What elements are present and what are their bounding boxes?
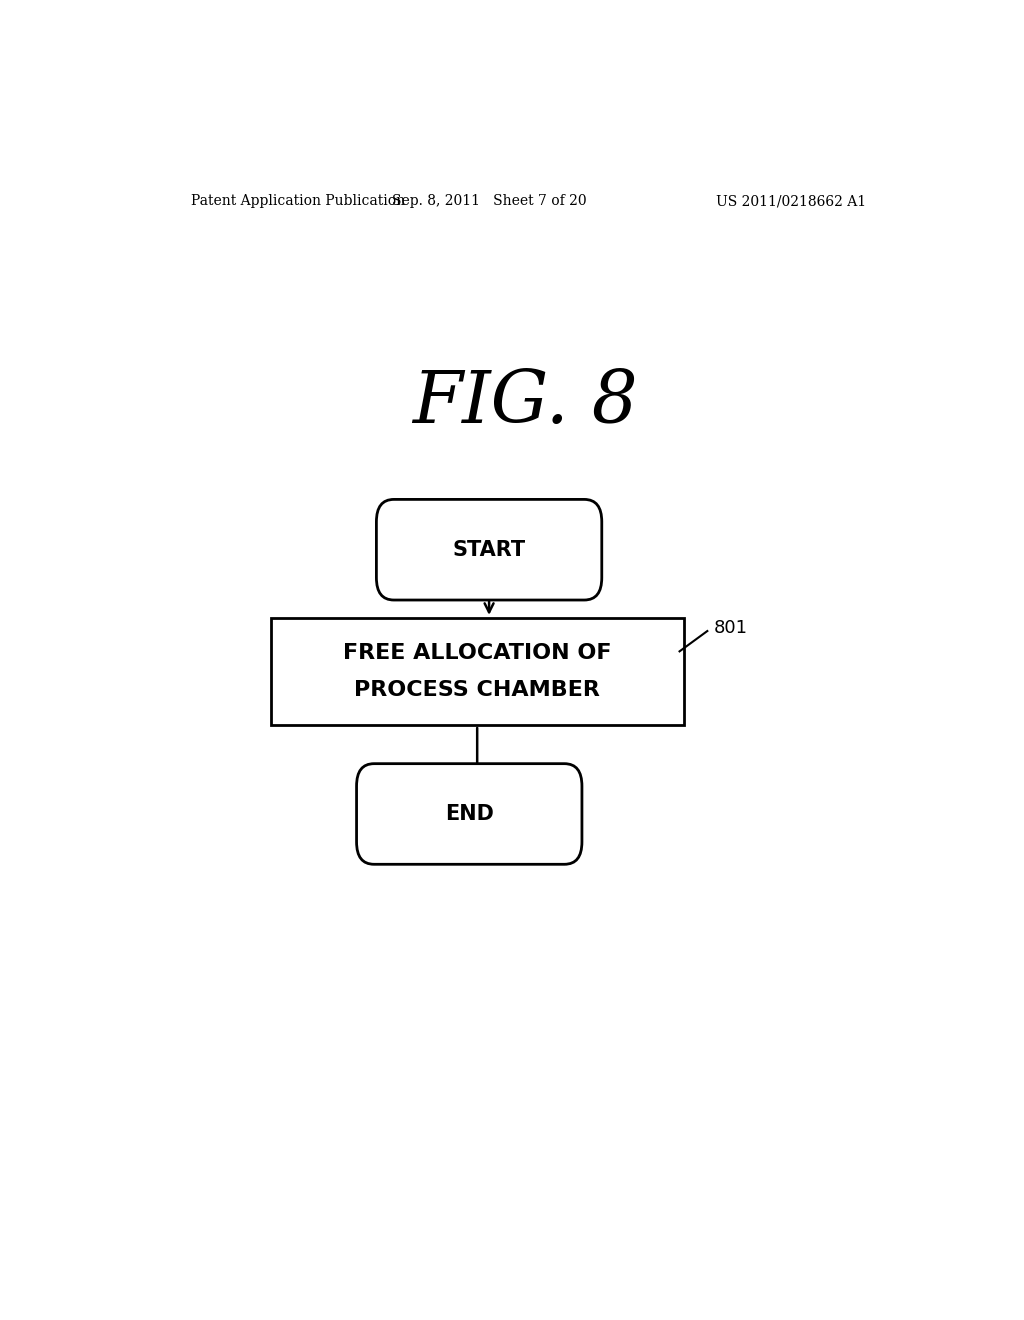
Text: 801: 801 (714, 619, 748, 638)
FancyBboxPatch shape (377, 499, 602, 601)
Text: PROCESS CHAMBER: PROCESS CHAMBER (354, 680, 600, 700)
Text: US 2011/0218662 A1: US 2011/0218662 A1 (716, 194, 866, 209)
Text: Patent Application Publication: Patent Application Publication (191, 194, 406, 209)
Text: START: START (453, 540, 525, 560)
Text: FREE ALLOCATION OF: FREE ALLOCATION OF (343, 643, 611, 664)
Text: FIG. 8: FIG. 8 (412, 367, 638, 438)
FancyBboxPatch shape (356, 764, 582, 865)
Text: Sep. 8, 2011   Sheet 7 of 20: Sep. 8, 2011 Sheet 7 of 20 (392, 194, 587, 209)
FancyBboxPatch shape (270, 618, 684, 725)
Text: END: END (444, 804, 494, 824)
